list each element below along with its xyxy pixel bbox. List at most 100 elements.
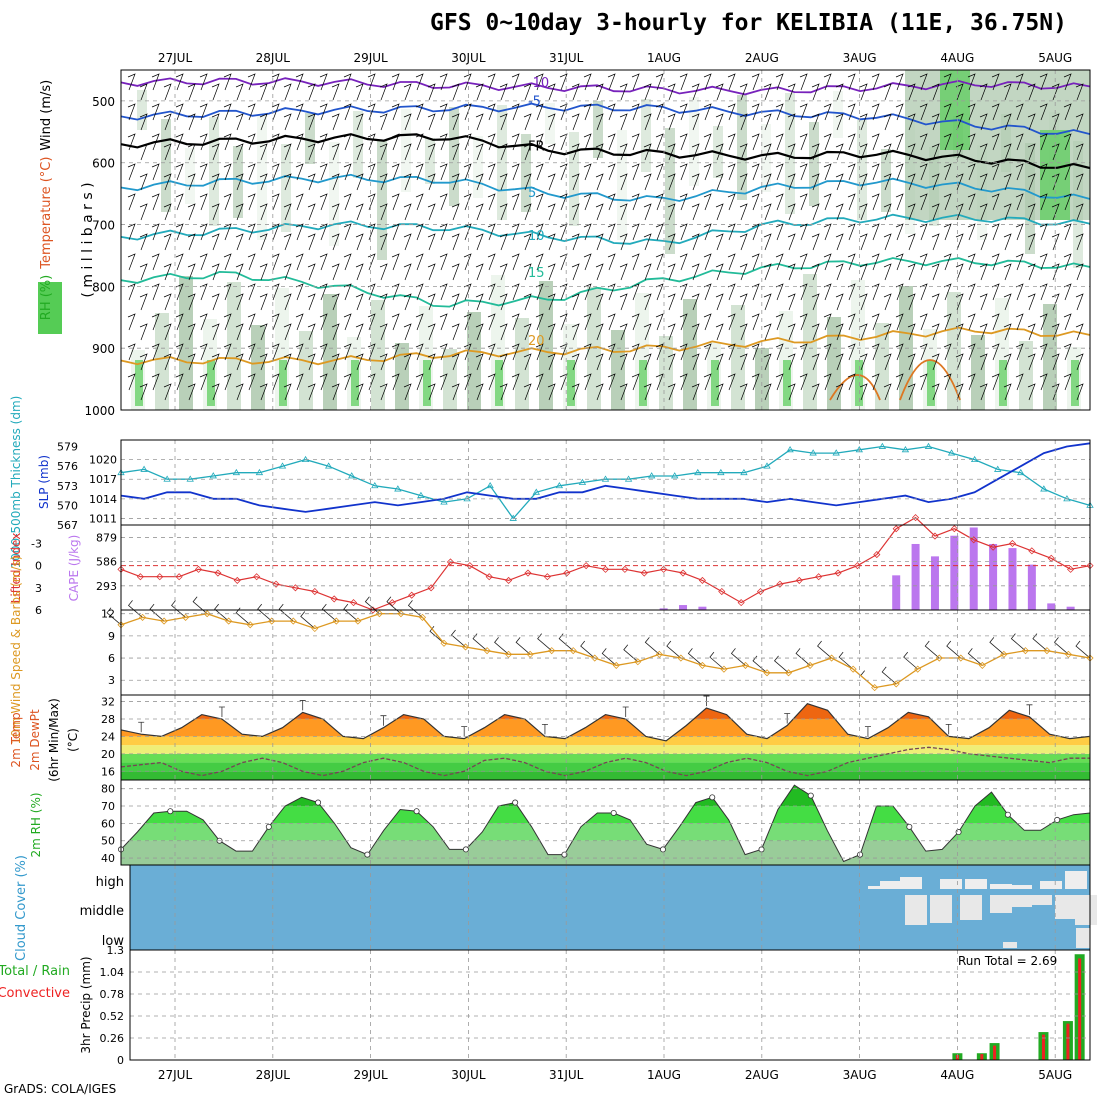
wind-barb [175, 193, 184, 211]
wind-barb [271, 223, 280, 241]
wind-barb [415, 73, 424, 91]
rh-shading-column [521, 134, 531, 212]
rh-shading-column [971, 335, 985, 410]
wind-barb [955, 323, 964, 341]
wind-barb [199, 103, 208, 121]
lifted-tick-label: 0 [35, 560, 42, 573]
wind-barb [1015, 193, 1024, 211]
precip-convective-bar [1041, 1034, 1045, 1060]
temp-ylabel-part: 2m DewPt [28, 709, 42, 771]
wind10-barb [924, 640, 940, 659]
rh-high-shading [279, 360, 287, 406]
wind-barb [223, 163, 232, 181]
wind-barb [631, 103, 640, 121]
wind-barb [1003, 143, 1012, 161]
wind-barb [919, 313, 928, 331]
wind-barb [1075, 323, 1084, 341]
wind-barb [307, 233, 316, 251]
wind-barb [451, 113, 460, 131]
thickness-point [740, 468, 748, 476]
rh-shading-column [545, 103, 555, 144]
wind10-barb [429, 626, 445, 644]
wind-barb [523, 323, 532, 341]
lifted-point [253, 573, 261, 581]
wind-barb [979, 83, 988, 101]
wind-barb [607, 343, 616, 361]
wind-barb [439, 223, 448, 241]
wind-barb [331, 173, 340, 191]
wind-barb [247, 373, 256, 391]
wind-barb [631, 373, 640, 391]
rh-shading-column [515, 318, 529, 410]
wind-barb [403, 113, 412, 131]
date-label-top: 27JUL [158, 51, 193, 65]
wind-barb [427, 353, 436, 371]
wind-barb [559, 223, 568, 241]
wind-barb [703, 373, 712, 391]
wind-barb [295, 103, 304, 121]
wind-barb [907, 113, 916, 131]
cape-bar [892, 575, 901, 610]
wind-barb [511, 223, 520, 241]
wind-barb [283, 263, 292, 281]
wind-barb [859, 113, 868, 131]
lifted-point [873, 550, 881, 559]
wind-barb [463, 73, 472, 91]
wind-barb [583, 193, 592, 211]
lifted-point [660, 565, 668, 573]
thickness-point [232, 468, 241, 476]
wind10-barb [386, 596, 402, 614]
wind10-point [677, 654, 685, 662]
lifted-point [795, 576, 803, 585]
wind-barb [379, 263, 388, 281]
wind10-point [914, 665, 922, 673]
wind-barb [895, 373, 904, 391]
wind-barb [391, 373, 400, 391]
wind-barb [295, 133, 304, 151]
cloud-middle-block [930, 895, 952, 923]
wind-barb [1015, 163, 1024, 181]
thickness-point [555, 481, 564, 489]
thickness-point [255, 468, 264, 476]
wind-tick-label: 12 [101, 608, 115, 621]
wind-barb [667, 233, 676, 251]
wind10-point [871, 684, 879, 692]
wind-barb [139, 203, 148, 221]
wind10-barb [666, 640, 682, 659]
wind-barb [907, 293, 916, 311]
wind-barb [979, 233, 988, 251]
slp-tick-label: 1011 [89, 512, 117, 525]
wind10-point [440, 639, 448, 647]
wind-barb [991, 133, 1000, 151]
cape-bar [679, 605, 688, 610]
wind-barb [679, 313, 688, 331]
temp-tick-label: 32 [101, 696, 115, 709]
cloud-high-block [990, 884, 1012, 889]
wind-barb [163, 203, 172, 221]
isotherm-line [120, 173, 1091, 202]
temp-minmax-bar [945, 724, 952, 735]
wind-barb [751, 343, 760, 361]
isotherm-line [120, 77, 1091, 96]
wind-barb [463, 373, 472, 391]
wind-barb [811, 233, 820, 251]
wind-barb [211, 293, 220, 311]
wind-barb [751, 103, 760, 121]
wind10-barb [989, 637, 1005, 655]
wind-barb [535, 373, 544, 391]
wind-barb [391, 253, 400, 271]
wind-barb [1051, 143, 1060, 161]
wind-barb [403, 293, 412, 311]
wind-barb [1039, 253, 1048, 271]
wind10-point [375, 610, 383, 618]
wind-barb [763, 323, 772, 341]
wind-barb [955, 293, 964, 311]
wind-barb [787, 233, 796, 251]
wind-barb [583, 133, 592, 151]
wind-barb [715, 173, 724, 191]
rh-tick-label: 50 [101, 835, 115, 848]
panel-frames [120, 69, 1091, 1061]
lifted-point [524, 569, 532, 577]
wind-barb [775, 73, 784, 91]
wind-barb [811, 353, 820, 371]
